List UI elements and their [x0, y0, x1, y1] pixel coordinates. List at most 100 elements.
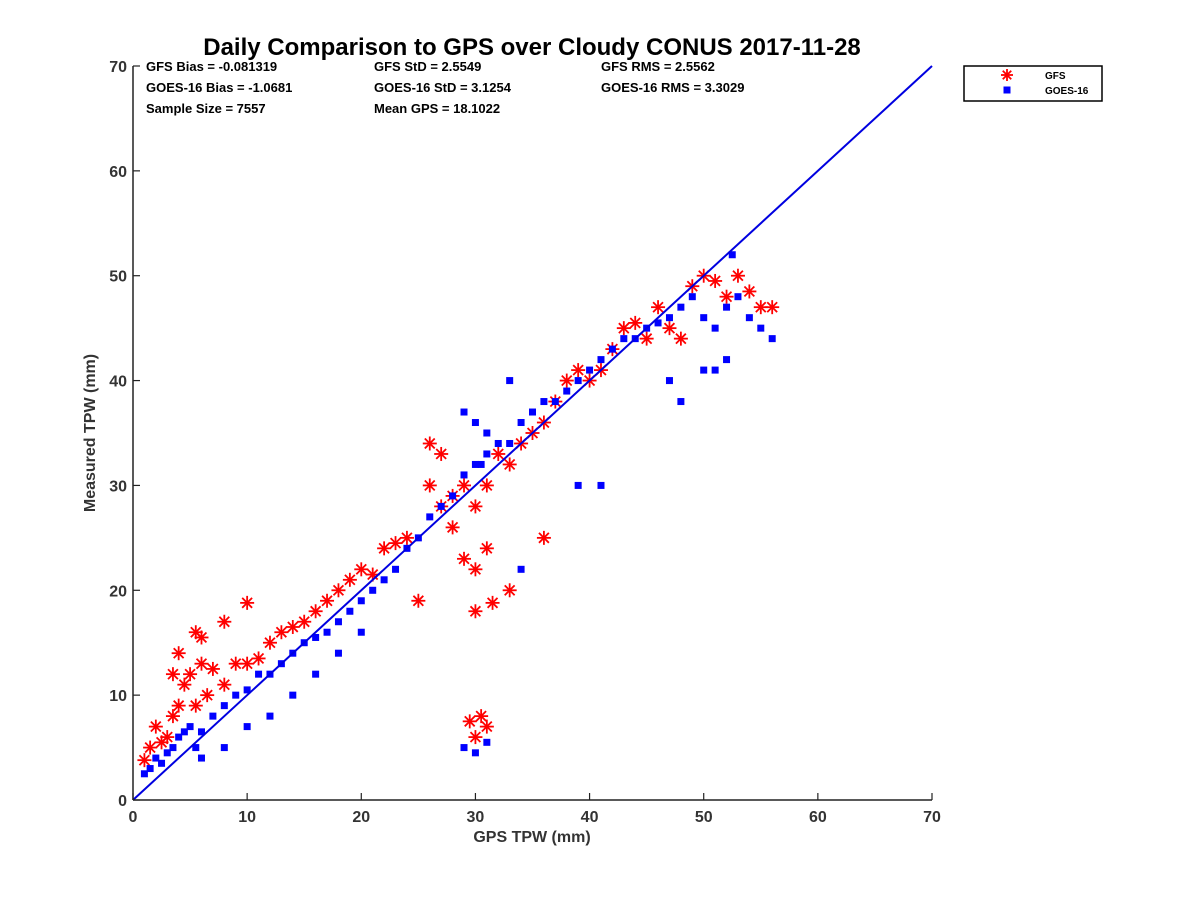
gfs-point	[474, 709, 489, 724]
gfs-point	[308, 604, 323, 619]
goes16-point	[745, 314, 753, 322]
gfs-point	[673, 331, 688, 346]
goes16-point	[734, 293, 742, 301]
goes16-point	[586, 366, 594, 374]
goes16-point	[266, 712, 274, 720]
gfs-point	[468, 730, 483, 745]
gfs-point	[148, 719, 163, 734]
goes16-point	[728, 251, 736, 259]
one-to-one-line	[132, 65, 933, 801]
gfs-point	[571, 363, 586, 378]
goes16-point	[146, 765, 154, 773]
goes16-point	[369, 586, 377, 594]
goes16-point	[471, 419, 479, 427]
gfs-point	[502, 457, 517, 472]
x-tick-label: 40	[581, 809, 599, 826]
y-axis-label: Measured TPW (mm)	[82, 354, 99, 512]
legend-gfs-marker	[1001, 69, 1013, 81]
goes16-point	[665, 377, 673, 385]
x-tick-label: 30	[467, 809, 485, 826]
gfs-point	[468, 499, 483, 514]
gfs-point	[297, 614, 312, 629]
goes16-point	[289, 691, 297, 699]
gfs-point	[468, 604, 483, 619]
legend-asterisk	[1001, 69, 1013, 81]
goes16-point	[563, 387, 571, 395]
chart-title: Daily Comparison to GPS over Cloudy CONU…	[203, 34, 861, 61]
goes16-point	[471, 460, 479, 468]
goes16-point	[243, 686, 251, 694]
stat-mean-gps: Mean GPS = 18.1022	[374, 101, 500, 116]
y-tick-label: 50	[109, 269, 127, 286]
legend-goes16-marker	[1003, 86, 1011, 94]
gfs-point	[559, 373, 574, 388]
gfs-point	[457, 478, 472, 493]
goes16-point	[551, 398, 559, 406]
gfs-point	[171, 698, 186, 713]
gfs-point	[377, 541, 392, 556]
gfs-point	[165, 709, 180, 724]
goes16-point	[163, 749, 171, 757]
gfs-point	[479, 541, 494, 556]
goes16-point	[529, 408, 536, 416]
gfs-point	[200, 688, 215, 703]
goes16-point	[654, 319, 662, 327]
goes16-point	[312, 670, 320, 678]
legend-square	[1003, 86, 1011, 94]
gfs-point	[217, 677, 232, 692]
stat-gfs-std: GFS StD = 2.5549	[374, 59, 481, 74]
goes16-point	[169, 744, 177, 752]
legend: GFS GOES-16	[963, 65, 1103, 102]
stat-goes-std: GOES-16 StD = 3.1254	[374, 80, 512, 95]
gfs-point	[708, 273, 723, 288]
gfs-point	[251, 651, 266, 666]
gfs-point	[434, 446, 449, 461]
goes16-point	[688, 293, 696, 301]
goes16-point	[597, 356, 605, 364]
goes16-point	[700, 314, 708, 322]
gfs-point	[194, 630, 209, 645]
gfs-point	[388, 536, 403, 551]
goes16-point	[574, 481, 582, 489]
goes16-point	[175, 733, 183, 741]
goes16-point	[506, 377, 514, 385]
gfs-point	[628, 315, 643, 330]
stat-gfs-rms: GFS RMS = 2.5562	[601, 59, 715, 74]
gfs-point	[719, 289, 734, 304]
gfs-point	[171, 646, 186, 661]
goes16-point	[312, 633, 320, 641]
goes16-point	[140, 770, 148, 778]
gfs-point	[445, 520, 460, 535]
goes16-point	[757, 324, 765, 332]
x-tick-label: 10	[238, 809, 256, 826]
goes16-point	[158, 759, 166, 767]
gfs-point	[320, 593, 335, 608]
goes16-point	[255, 670, 263, 678]
goes16-point	[483, 450, 491, 458]
gfs-point	[479, 719, 494, 734]
gfs-point	[411, 593, 426, 608]
stat-sample-size: Sample Size = 7557	[146, 101, 266, 116]
gfs-point	[502, 583, 517, 598]
goes16-point	[334, 618, 342, 626]
goes16-point	[517, 565, 525, 573]
gfs-point	[536, 530, 551, 545]
goes16-point	[768, 335, 776, 343]
goes16-point	[477, 460, 485, 468]
goes16-point	[220, 702, 228, 710]
gfs-point	[285, 619, 300, 634]
goes16-point	[677, 303, 685, 311]
goes16-point	[220, 744, 228, 752]
goes16-point	[574, 377, 582, 385]
goes16-point	[460, 471, 468, 479]
goes16-point	[380, 576, 388, 584]
gfs-point	[485, 595, 500, 610]
legend-goes16-label: GOES-16	[1045, 86, 1089, 97]
gfs-point	[742, 284, 757, 299]
x-axis-label: GPS TPW (mm)	[473, 829, 590, 846]
x-tick-label: 50	[695, 809, 713, 826]
gfs-point	[462, 714, 477, 729]
gfs-point	[422, 478, 437, 493]
